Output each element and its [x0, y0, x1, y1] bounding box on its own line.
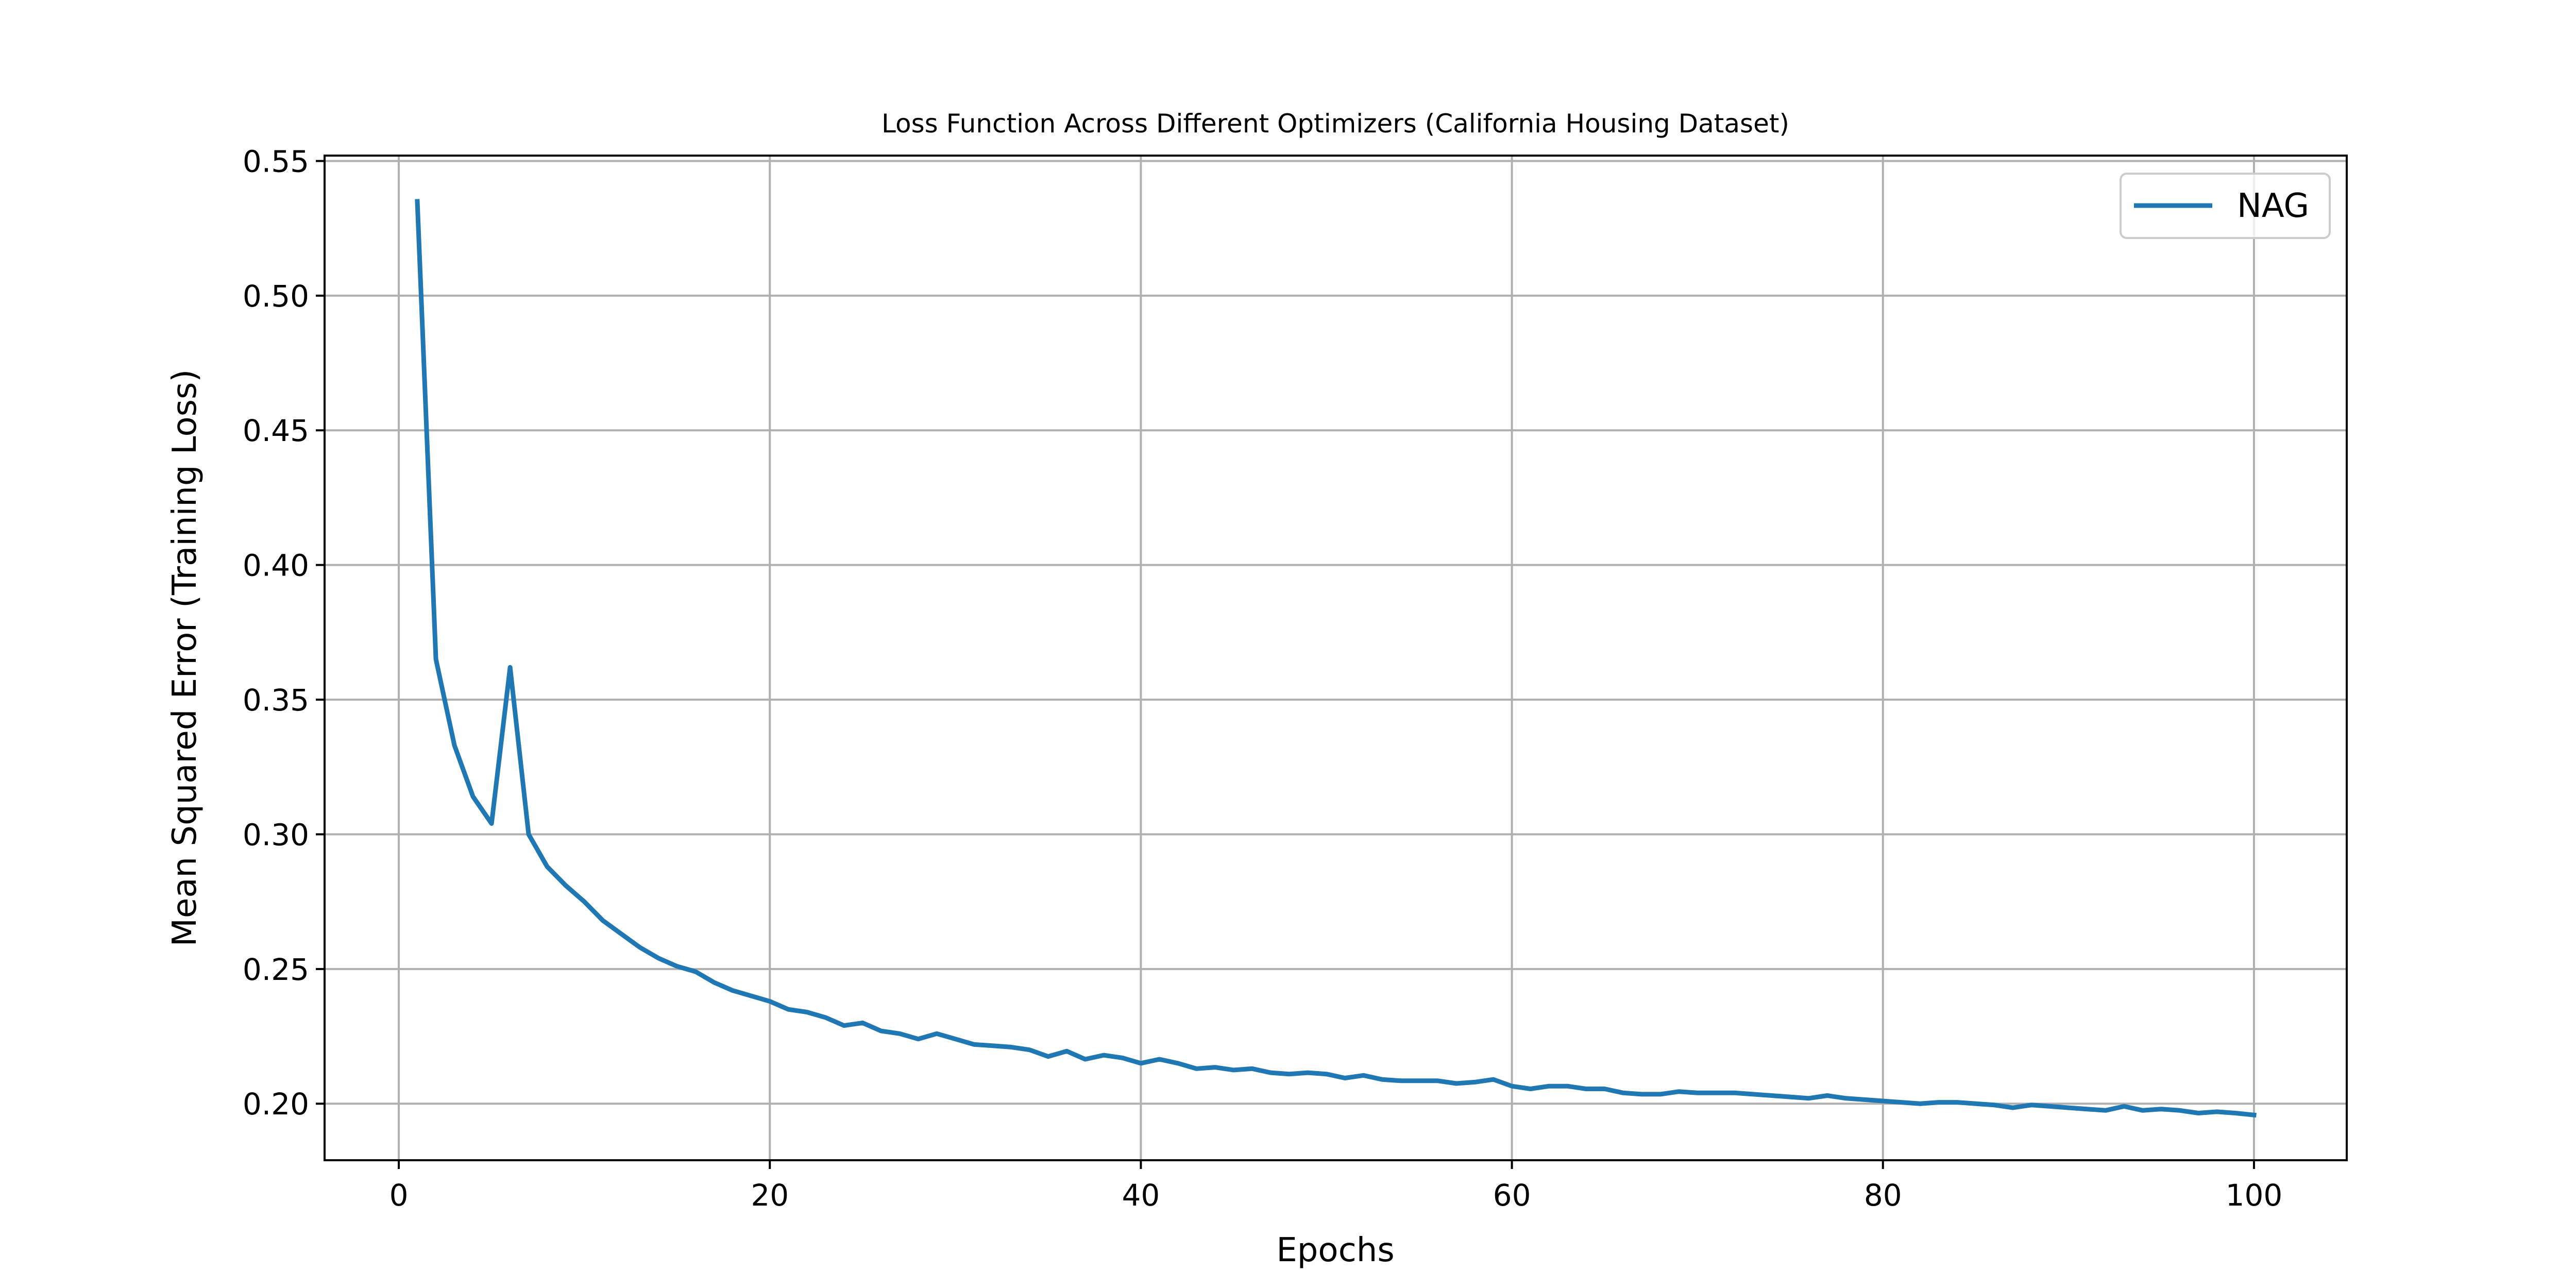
- x-tick-label: 80: [1864, 1178, 1902, 1213]
- legend: NAG: [2120, 173, 2331, 239]
- y-axis: 0.20 0.25 0.30 0.35 0.40 0.45 0.50 0.55: [243, 144, 325, 1122]
- x-tick-label: 60: [1493, 1178, 1531, 1213]
- x-tick-label: 100: [2226, 1178, 2283, 1213]
- y-tick-label: 0.45: [243, 413, 309, 448]
- y-tick-label: 0.20: [243, 1087, 309, 1122]
- y-tick-label: 0.40: [243, 548, 309, 583]
- grid: [325, 156, 2347, 1160]
- series-layer: [415, 199, 2257, 1118]
- legend-box: [2120, 173, 2331, 239]
- y-tick-label: 0.55: [243, 144, 309, 179]
- y-tick-label: 0.30: [243, 817, 309, 852]
- x-tick-label: 0: [389, 1178, 409, 1213]
- y-tick-label: 0.50: [243, 279, 309, 314]
- x-axis: 0 20 40 60 80 100: [389, 1160, 2283, 1213]
- plot-area-frame: [324, 155, 2348, 1161]
- y-tick-label: 0.25: [243, 952, 309, 987]
- x-tick-label: 20: [751, 1178, 789, 1213]
- x-tick-label: 40: [1122, 1178, 1160, 1213]
- y-tick-label: 0.35: [243, 683, 309, 718]
- chart-title: Loss Function Across Different Optimizer…: [882, 109, 1789, 139]
- x-axis-label: Epochs: [1276, 1231, 1394, 1269]
- series-line-nag: [415, 199, 2257, 1118]
- y-axis-label: Mean Squared Error (Training Loss): [166, 369, 204, 947]
- legend-label-nag: NAG: [2237, 187, 2309, 225]
